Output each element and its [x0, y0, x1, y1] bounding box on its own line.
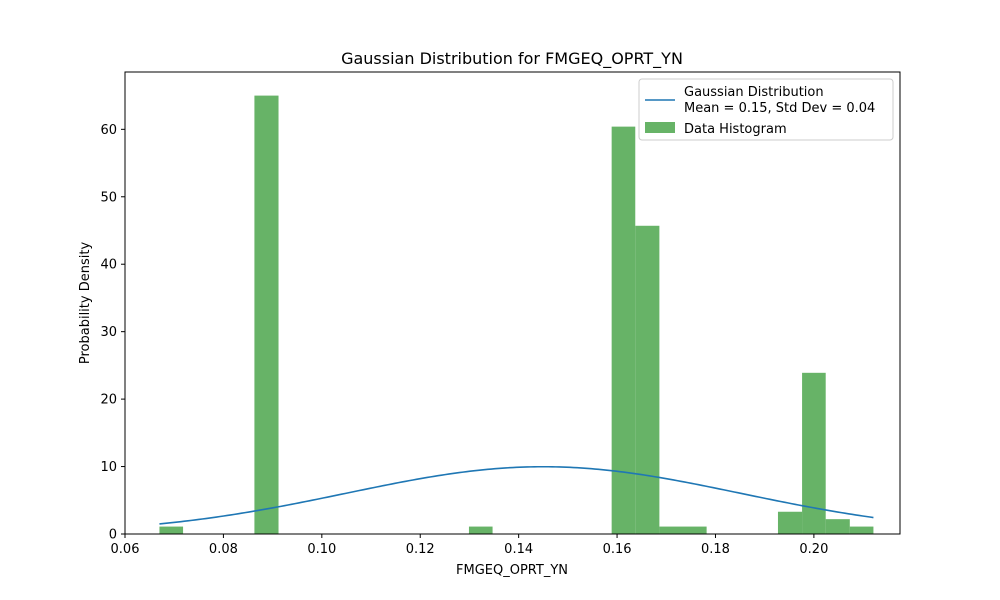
plot-frame	[124, 71, 901, 535]
x-tick-label-3: 0.12	[406, 542, 435, 557]
legend-histogram-label: Data Histogram	[684, 122, 787, 137]
histogram-bar-6	[683, 526, 707, 534]
gaussian-curve	[159, 465, 874, 525]
histogram-bar-3	[611, 126, 636, 535]
y-tick-label-4: 40	[100, 258, 117, 273]
x-tick-label-6: 0.18	[701, 542, 730, 557]
histogram-bar-5	[659, 526, 683, 534]
axes	[124, 71, 901, 535]
x-tick-label-5: 0.16	[603, 542, 632, 557]
y-tick-label-6: 60	[100, 123, 117, 138]
x-tick-label-2: 0.10	[307, 542, 336, 557]
chart-title: Gaussian Distribution for FMGEQ_OPRT_YN	[341, 49, 683, 69]
legend: Gaussian Distribution Mean = 0.15, Std D…	[638, 78, 894, 141]
legend-gaussian-label-line2: Mean = 0.15, Std Dev = 0.04	[684, 101, 875, 116]
y-tick-label-1: 10	[100, 460, 117, 475]
histogram-bar-0	[159, 526, 184, 534]
histogram-bars	[159, 95, 874, 535]
y-axis-label: Probability Density	[78, 242, 93, 365]
x-tick-label-0: 0.06	[111, 542, 140, 557]
y-tick-label-2: 20	[100, 393, 117, 408]
histogram-bar-4	[635, 225, 660, 534]
histogram-bar-10	[849, 526, 874, 534]
histogram-bar-7	[777, 511, 803, 534]
legend-gaussian-label-line1: Gaussian Distribution	[684, 85, 824, 100]
histogram-bar-2	[468, 526, 493, 534]
legend-histogram-swatch	[645, 122, 675, 133]
x-tick-label-7: 0.20	[799, 542, 828, 557]
x-tick-label-4: 0.14	[504, 542, 533, 557]
histogram-bar-1	[254, 95, 279, 535]
histogram-bar-8	[802, 372, 826, 534]
y-ticks: 0 10 20 30 40 50 60	[100, 123, 125, 543]
plot-background	[125, 72, 900, 534]
x-ticks: 0.06 0.08 0.10 0.12 0.14 0.16 0.18 0.20	[111, 534, 828, 557]
y-tick-label-5: 50	[100, 190, 117, 205]
histogram-bar-9	[825, 519, 850, 534]
x-axis-label: FMGEQ_OPRT_YN	[456, 563, 568, 578]
legend-box	[638, 78, 894, 141]
x-tick-label-1: 0.08	[209, 542, 238, 557]
y-tick-label-0: 0	[109, 528, 117, 543]
y-tick-label-3: 30	[100, 325, 117, 340]
